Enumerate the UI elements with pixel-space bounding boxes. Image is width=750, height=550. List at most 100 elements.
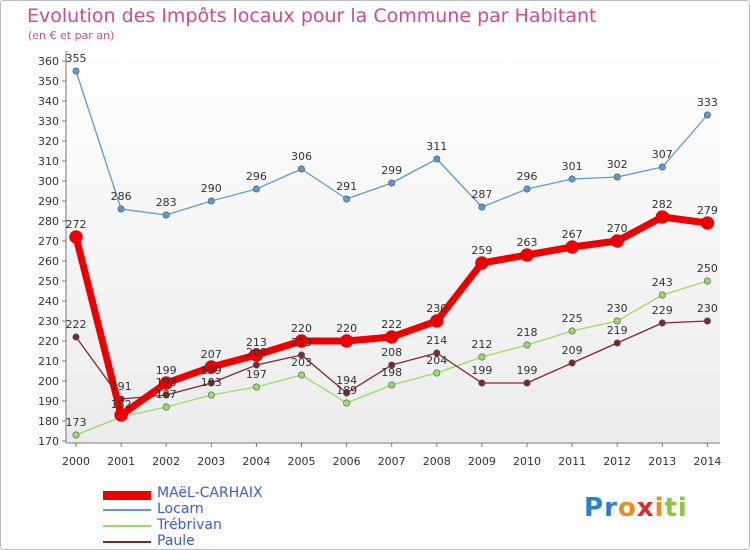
data-label: 230 [607, 302, 628, 315]
data-point [565, 240, 579, 254]
y-tick-label: 210 [38, 355, 59, 368]
data-point [703, 277, 711, 285]
y-tick-label: 190 [38, 395, 59, 408]
data-label: 291 [336, 180, 357, 193]
data-label: 182 [111, 398, 132, 411]
data-label: 302 [607, 158, 628, 171]
logo-letter: i [654, 493, 665, 523]
data-label: 222 [381, 318, 402, 331]
data-point [117, 205, 125, 213]
data-point [568, 327, 576, 335]
data-point [610, 234, 624, 248]
data-point [297, 371, 305, 379]
logo-letter: x [636, 493, 655, 523]
legend-label-paule: Paule [157, 533, 195, 549]
data-label: 270 [607, 222, 628, 235]
y-tick-label: 230 [38, 315, 59, 328]
data-point [568, 175, 576, 183]
data-label: 218 [517, 326, 538, 339]
data-label: 193 [156, 376, 177, 389]
legend-label-locarn: Locarn [157, 501, 204, 517]
x-tick-label: 2001 [107, 455, 135, 468]
x-tick-label: 2008 [423, 455, 451, 468]
y-tick-label: 170 [38, 435, 59, 448]
data-point [294, 334, 309, 348]
data-point [162, 403, 170, 411]
data-label: 286 [111, 190, 132, 203]
data-point [159, 376, 173, 390]
data-point [613, 317, 621, 325]
data-label: 204 [426, 354, 447, 367]
data-label: 199 [517, 364, 538, 377]
data-label: 191 [111, 380, 132, 393]
data-label: 189 [336, 384, 357, 397]
data-point [658, 319, 666, 327]
y-tick-label: 300 [38, 175, 59, 188]
data-label: 194 [336, 374, 357, 387]
data-point [72, 431, 80, 439]
data-point [339, 334, 354, 348]
data-point [343, 389, 351, 397]
data-label: 222 [66, 318, 87, 331]
data-label: 301 [562, 160, 583, 173]
data-point [207, 391, 215, 399]
legend-swatch-trebrivan [103, 525, 151, 527]
data-label: 296 [517, 170, 538, 183]
data-point [388, 179, 396, 187]
data-label: 198 [381, 366, 402, 379]
logo-letter: P [584, 493, 605, 523]
legend-swatch-paule [103, 541, 151, 543]
x-tick-label: 2000 [62, 455, 90, 468]
data-label: 197 [246, 368, 267, 381]
data-label: 199 [156, 364, 177, 377]
data-point [568, 359, 576, 367]
data-label: 230 [426, 302, 447, 315]
y-tick-label: 310 [38, 155, 59, 168]
data-label: 213 [291, 336, 312, 349]
data-point [658, 291, 666, 299]
data-label: 307 [652, 148, 673, 161]
data-label: 220 [336, 322, 357, 335]
x-tick-label: 2004 [242, 455, 270, 468]
data-label: 279 [697, 204, 718, 217]
logo-letter: r [604, 493, 618, 523]
data-label: 282 [652, 198, 673, 211]
data-label: 250 [697, 262, 718, 275]
x-tick-label: 2011 [558, 455, 586, 468]
data-label: 219 [607, 324, 628, 337]
data-point [430, 314, 444, 328]
logo-letter: t [664, 493, 678, 523]
data-point [69, 230, 83, 244]
data-point [162, 391, 170, 399]
data-label: 208 [381, 346, 402, 359]
y-tick-label: 360 [38, 55, 59, 68]
data-label: 306 [291, 150, 312, 163]
data-point [523, 185, 531, 193]
legend-swatch-locarn [103, 509, 151, 511]
y-tick-label: 260 [38, 255, 59, 268]
data-label: 207 [201, 348, 222, 361]
x-tick-label: 2010 [513, 455, 541, 468]
y-tick-label: 270 [38, 235, 59, 248]
chart-subtitle: (en € et par an) [28, 29, 115, 42]
x-tick-label: 2005 [288, 455, 316, 468]
data-point [162, 211, 170, 219]
data-point [72, 333, 80, 341]
x-tick-label: 2009 [468, 455, 496, 468]
data-label: 209 [562, 344, 583, 357]
series-line-1 [75, 70, 708, 216]
data-label: 225 [562, 312, 583, 325]
data-point [478, 203, 486, 211]
data-point [384, 330, 399, 344]
x-tick-label: 2003 [197, 455, 225, 468]
data-point [343, 399, 351, 407]
data-label: 230 [697, 302, 718, 315]
y-tick-label: 200 [38, 375, 59, 388]
proxiti-logo: Proxiti [584, 493, 688, 523]
data-point [114, 408, 128, 422]
logo-letter: i [677, 493, 688, 523]
data-point [433, 369, 441, 377]
y-tick-label: 250 [38, 275, 59, 288]
